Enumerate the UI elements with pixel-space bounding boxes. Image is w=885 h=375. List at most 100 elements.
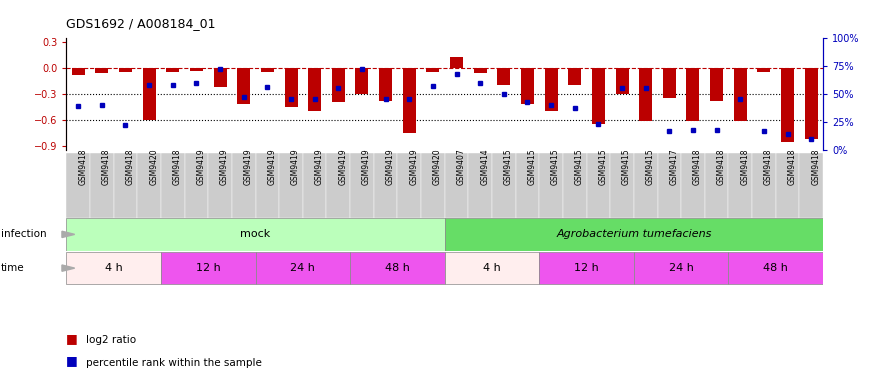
Text: GSM94200: GSM94200 [433,144,442,186]
Bar [119,68,132,72]
FancyBboxPatch shape [350,252,444,284]
Text: 4 h: 4 h [104,263,122,273]
FancyBboxPatch shape [66,218,444,250]
Polygon shape [62,231,74,237]
Text: log2 ratio: log2 ratio [86,335,136,345]
Text: GSM94152: GSM94152 [551,144,560,186]
FancyBboxPatch shape [634,153,658,218]
FancyBboxPatch shape [350,153,373,218]
Text: GSM94201: GSM94201 [150,144,158,186]
Text: GSM94196: GSM94196 [338,144,347,186]
FancyBboxPatch shape [327,153,350,218]
Bar [663,68,676,98]
Text: infection: infection [1,230,47,239]
FancyBboxPatch shape [66,252,161,284]
FancyBboxPatch shape [444,218,823,250]
Bar [734,68,747,122]
FancyBboxPatch shape [704,153,728,218]
Bar [473,68,487,73]
Text: GSM94187: GSM94187 [102,144,111,186]
FancyBboxPatch shape [539,153,563,218]
Text: GSM94191: GSM94191 [220,144,229,186]
Bar [403,68,416,133]
Text: GSM94194: GSM94194 [291,144,300,186]
FancyBboxPatch shape [137,153,161,218]
Bar [592,68,605,124]
FancyBboxPatch shape [397,153,421,218]
Bar [308,68,321,111]
Bar [758,68,771,72]
FancyBboxPatch shape [516,153,539,218]
Bar [568,68,581,85]
FancyBboxPatch shape [799,153,823,218]
Text: GSM94197: GSM94197 [362,144,371,186]
FancyBboxPatch shape [563,153,587,218]
Bar [237,68,250,104]
FancyBboxPatch shape [658,153,681,218]
Text: GSM94183: GSM94183 [764,144,773,186]
Text: 4 h: 4 h [483,263,501,273]
FancyBboxPatch shape [752,153,776,218]
FancyBboxPatch shape [208,153,232,218]
Text: 24 h: 24 h [669,263,694,273]
Bar [616,68,628,94]
Bar [332,68,345,102]
Bar [497,68,511,85]
Text: ■: ■ [66,354,82,368]
Text: GSM94179: GSM94179 [669,144,678,186]
FancyBboxPatch shape [444,153,468,218]
FancyBboxPatch shape [611,153,634,218]
FancyBboxPatch shape [90,153,113,218]
FancyBboxPatch shape [373,153,397,218]
FancyBboxPatch shape [232,153,256,218]
Text: GSM94150: GSM94150 [504,144,512,186]
Text: GSM94188: GSM94188 [126,144,135,186]
Bar [544,68,558,111]
FancyBboxPatch shape [468,153,492,218]
Bar [521,68,534,104]
FancyBboxPatch shape [728,153,752,218]
Bar [284,68,297,107]
FancyBboxPatch shape [161,153,185,218]
Bar [781,68,794,142]
Text: time: time [1,263,25,273]
Text: GSM94189: GSM94189 [173,144,181,186]
Text: GSM94186: GSM94186 [78,144,88,186]
Text: GSM94198: GSM94198 [386,144,395,186]
FancyBboxPatch shape [634,252,728,284]
Bar [379,68,392,100]
Bar [72,68,85,75]
Text: GSM94151: GSM94151 [527,144,536,186]
Text: GSM94184: GSM94184 [788,144,796,186]
Bar [450,57,463,68]
Bar [96,68,108,73]
FancyBboxPatch shape [492,153,516,218]
Bar [639,68,652,122]
FancyBboxPatch shape [279,153,303,218]
Text: GSM94193: GSM94193 [267,144,276,186]
FancyBboxPatch shape [776,153,799,218]
Bar [166,68,180,72]
FancyBboxPatch shape [185,153,208,218]
Text: GSM94190: GSM94190 [196,144,205,186]
Text: GSM94154: GSM94154 [598,144,607,186]
Text: GSM94180: GSM94180 [693,144,702,186]
Text: GSM94185: GSM94185 [812,144,820,186]
FancyBboxPatch shape [444,252,539,284]
FancyBboxPatch shape [539,252,634,284]
Text: mock: mock [241,230,271,239]
Text: 24 h: 24 h [290,263,315,273]
Text: 12 h: 12 h [574,263,599,273]
FancyBboxPatch shape [681,153,704,218]
FancyBboxPatch shape [113,153,137,218]
Bar [710,68,723,100]
Bar [687,68,699,122]
FancyBboxPatch shape [66,153,90,218]
FancyBboxPatch shape [256,252,350,284]
Bar [213,68,227,87]
Text: 12 h: 12 h [196,263,220,273]
FancyBboxPatch shape [256,153,279,218]
Text: GSM94159: GSM94159 [646,144,655,186]
Text: GSM94076: GSM94076 [457,144,466,186]
Polygon shape [62,265,74,271]
